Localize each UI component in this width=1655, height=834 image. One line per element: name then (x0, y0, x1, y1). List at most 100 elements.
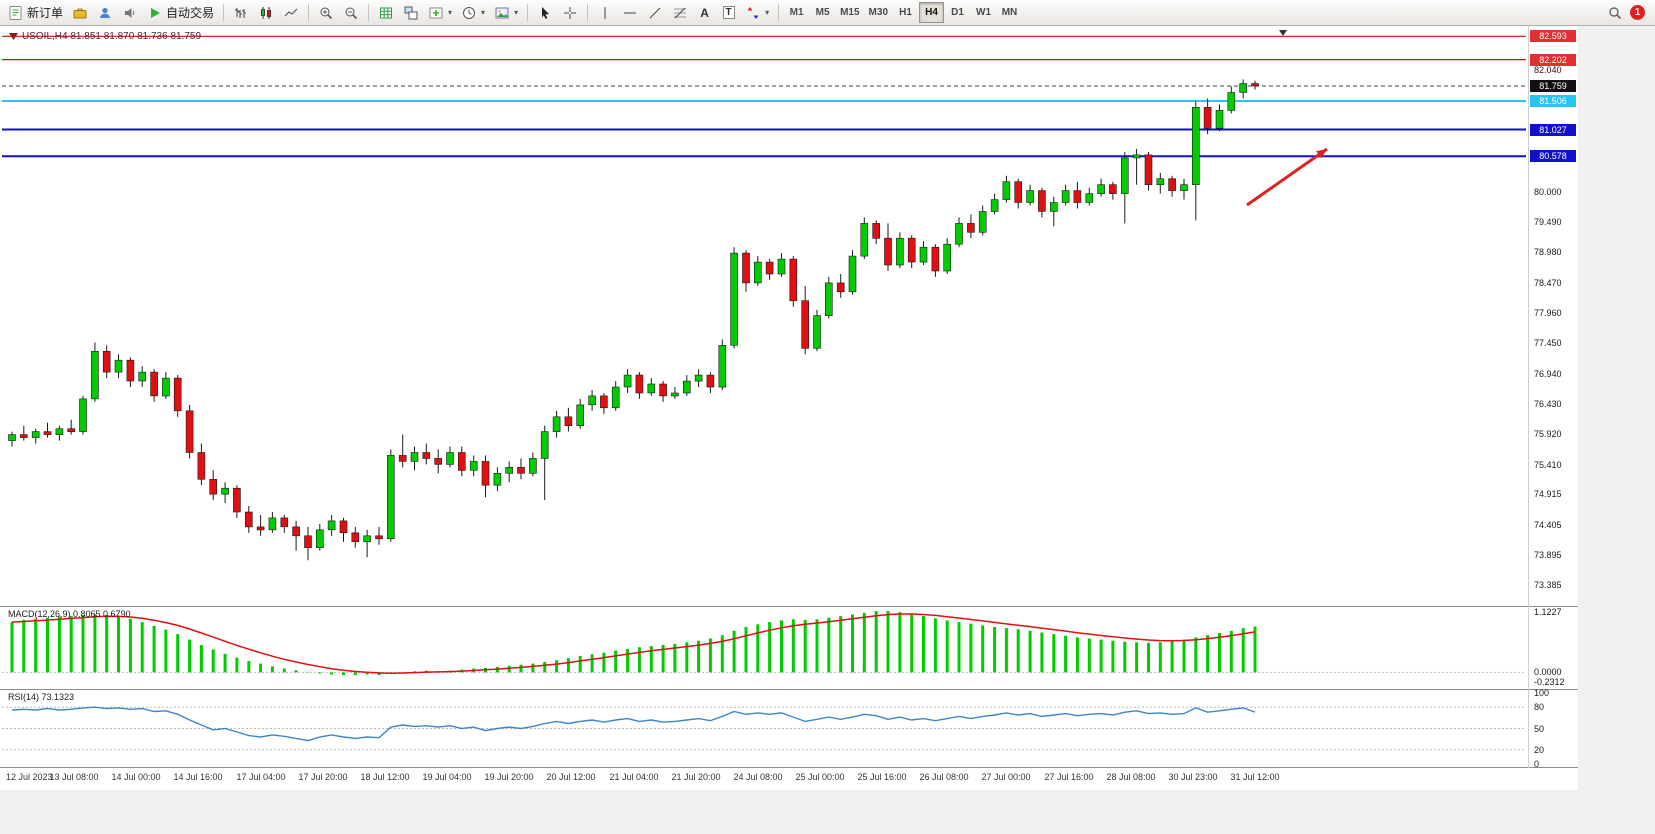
periods-button[interactable]: ▾ (457, 2, 489, 23)
chart-candles-button[interactable] (254, 2, 278, 23)
candle (173, 377, 182, 412)
candle (91, 350, 99, 400)
cursor-button[interactable] (533, 2, 557, 23)
vertical-line-button[interactable] (593, 2, 617, 23)
horizontal-line-icon (624, 12, 637, 13)
time-axis-label: 25 Jul 16:00 (857, 772, 907, 782)
trend-arrow[interactable] (1246, 147, 1328, 207)
rsi-scale: 100 80 50 20 0 (1529, 688, 1578, 769)
candle (55, 428, 64, 436)
price-line-badge: 81.506 (1530, 95, 1576, 108)
candle (422, 452, 431, 459)
rsi-scale-label: 100 (1534, 688, 1550, 698)
text-button[interactable]: A (693, 2, 716, 23)
new-chart-button[interactable]: ▾ (424, 2, 456, 23)
auto-trading-button[interactable]: 自动交易 (143, 2, 218, 23)
timeframe-m5-button[interactable]: M5 (810, 2, 835, 23)
macd-scale-label: 0.0000 (1534, 667, 1562, 678)
trendline-button[interactable] (643, 2, 667, 23)
arrows-button[interactable]: ▾ (741, 2, 773, 23)
grid-button[interactable] (374, 2, 398, 23)
panel-separator[interactable] (0, 606, 1578, 607)
tile-windows-button[interactable] (399, 2, 423, 23)
price-axis: 82.040 80.000 79.490 78.980 78.470 77.960 77.4… (1529, 26, 1578, 768)
candle (1192, 107, 1200, 186)
timeframe-d1-button[interactable]: D1 (945, 2, 970, 23)
candle (375, 535, 383, 540)
candle (860, 223, 869, 257)
price-axis-border (1528, 26, 1529, 768)
price-axis-label: 80.000 (1534, 186, 1562, 197)
time-axis-label: 21 Jul 20:00 (671, 772, 721, 782)
timeframe-m1-button[interactable]: M1 (784, 2, 809, 23)
candle (635, 374, 644, 394)
zoom-out-button[interactable] (339, 2, 363, 23)
timeframe-m15-button[interactable]: M15 (836, 2, 863, 23)
timeframe-h4-button[interactable]: H4 (919, 2, 944, 23)
fibonacci-icon (674, 7, 687, 18)
macd-scale-label: -0.2312 (1534, 677, 1565, 687)
price-axis-label: 75.410 (1534, 459, 1562, 470)
candle (434, 458, 443, 465)
panel-separator[interactable] (0, 767, 1578, 768)
candle (469, 461, 478, 471)
trendline-icon (649, 7, 661, 18)
price-axis-label: 74.405 (1534, 519, 1562, 530)
timeframe-h1-button[interactable]: H1 (893, 2, 918, 23)
candle (1121, 157, 1129, 194)
notification-badge[interactable]: 1 (1630, 5, 1645, 20)
candle (67, 428, 75, 433)
zoom-in-button[interactable] (314, 2, 338, 23)
candle (552, 416, 561, 432)
macd-panel[interactable] (2, 607, 1528, 689)
timeframe-mn-button[interactable]: MN (997, 2, 1022, 23)
search-button[interactable] (1603, 2, 1627, 23)
fibonacci-button[interactable] (668, 2, 692, 23)
candle (789, 258, 798, 302)
time-axis-label: 17 Jul 04:00 (236, 772, 286, 782)
chart-bars-button[interactable] (229, 2, 253, 23)
rsi-scale-label: 0 (1534, 759, 1540, 769)
candle (481, 461, 490, 486)
new-order-label: 新订单 (27, 6, 64, 20)
new-order-button[interactable]: 新订单 (4, 2, 67, 23)
current-price-badge: 81.759 (1530, 79, 1576, 92)
label-button[interactable]: T (717, 2, 740, 23)
candle (197, 452, 206, 480)
candle (185, 410, 194, 453)
horizontal-line-button[interactable] (618, 2, 642, 23)
favorites-button[interactable] (68, 2, 92, 23)
candle (753, 261, 762, 284)
candle (588, 395, 596, 406)
search-icon (1609, 6, 1622, 19)
price-axis-label: 82.040 (1534, 65, 1562, 76)
candle (221, 487, 229, 495)
rsi-panel[interactable] (2, 690, 1528, 767)
chart-background (0, 26, 1578, 790)
toolbar-separator (587, 4, 589, 21)
timeframe-w1-button[interactable]: W1 (971, 2, 996, 23)
timeframe-m30-button[interactable]: M30 (865, 2, 892, 23)
time-axis-label: 19 Jul 04:00 (422, 772, 472, 782)
candle (836, 282, 845, 293)
price-chart[interactable] (2, 27, 1528, 606)
price-axis-label: 76.430 (1534, 399, 1562, 410)
toolbar-separator (778, 4, 780, 21)
rsi-line (11, 706, 1256, 742)
profile-button[interactable] (93, 2, 117, 23)
chevron-down-icon: ▾ (765, 8, 770, 17)
zoom-in-icon (320, 7, 333, 19)
chart-line-button[interactable] (279, 2, 303, 23)
candle (1180, 184, 1188, 191)
price-axis-label: 77.450 (1534, 338, 1562, 349)
crosshair-button[interactable] (558, 2, 582, 23)
candle (339, 520, 348, 534)
chart-shift-marker-icon[interactable] (1279, 30, 1287, 36)
toolbar-separator (368, 4, 370, 21)
candle (824, 282, 833, 316)
label-tool-icon: T (722, 6, 735, 19)
templates-button[interactable]: ▾ (490, 2, 522, 23)
sound-button[interactable] (118, 2, 142, 23)
panel-separator[interactable] (0, 689, 1578, 690)
